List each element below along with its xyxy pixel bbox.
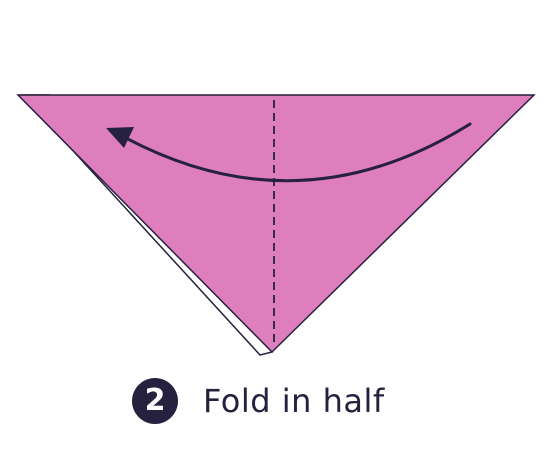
step-caption: 2 Fold in half [132,378,385,424]
curved-arrow-left-icon [106,127,134,148]
paper-triangle [16,94,536,354]
step-number-badge: 2 [132,378,178,424]
step-number: 2 [144,383,166,418]
step-instruction: Fold in half [203,382,385,420]
fold-arrow-curve [124,122,472,183]
